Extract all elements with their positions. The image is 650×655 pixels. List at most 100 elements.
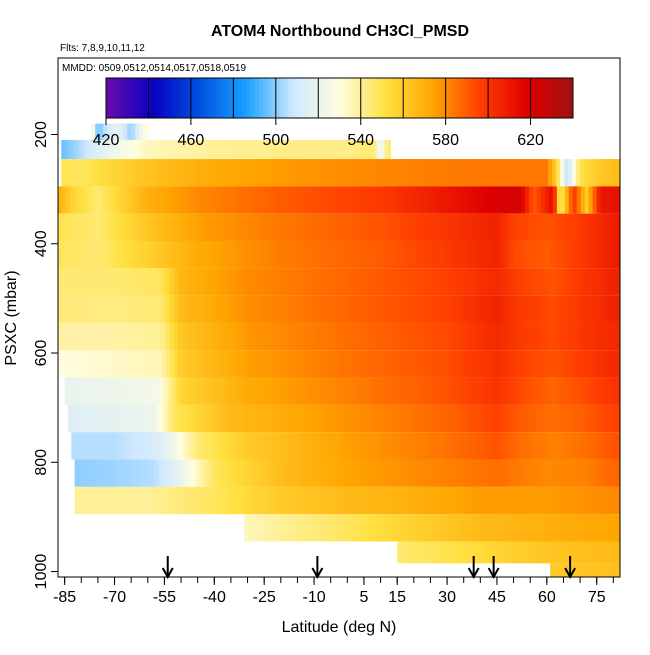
heatmap-cell (340, 159, 346, 187)
heatmap-cell (201, 268, 207, 296)
heatmap-cell (524, 159, 529, 187)
heatmap-cell (128, 377, 133, 405)
heatmap-cell (398, 432, 403, 460)
heatmap-cell (415, 377, 421, 405)
heatmap-cell (228, 139, 234, 160)
heatmap-cell (496, 241, 502, 269)
heatmap-cell (544, 213, 550, 242)
heatmap-cell (407, 377, 413, 405)
heatmap-cell (285, 322, 290, 351)
heatmap-cell (368, 159, 373, 187)
heatmap-cell (300, 139, 306, 160)
heatmap-cell (197, 159, 202, 187)
heatmap-cell (337, 213, 342, 242)
heatmap-cell (197, 186, 203, 214)
heatmap-cell (441, 268, 446, 296)
heatmap-cell (240, 139, 246, 160)
heatmap-cell (363, 514, 369, 542)
heatmap-cell (496, 350, 502, 378)
heatmap-cell (136, 377, 141, 405)
heatmap-cell (560, 541, 566, 564)
heatmap-cell (457, 268, 462, 296)
heatmap-cell (611, 514, 616, 542)
heatmap-cell (414, 432, 419, 460)
heatmap-cell (105, 295, 111, 323)
heatmap-cell (377, 350, 382, 378)
heatmap-cell (488, 295, 494, 323)
heatmap-cell (89, 139, 94, 160)
heatmap-cell (213, 186, 219, 214)
heatmap-cell (577, 486, 582, 515)
heatmap-cell (457, 295, 462, 323)
heatmap-cell (153, 139, 158, 160)
heatmap-cell (61, 350, 67, 378)
heatmap-cell (332, 514, 337, 542)
heatmap-cell (481, 350, 486, 378)
heatmap-cell (204, 377, 209, 405)
heatmap-cell (82, 486, 87, 515)
heatmap-cell (252, 159, 258, 187)
heatmap-cell (568, 241, 574, 269)
heatmap-cell (109, 213, 115, 242)
heatmap-cell (425, 295, 430, 323)
heatmap-cell (585, 486, 590, 515)
heatmap-cell (449, 486, 455, 515)
heatmap-cell (154, 459, 159, 487)
heatmap-cell (512, 350, 518, 378)
heatmap-cell (481, 486, 487, 515)
heatmap-cell (449, 213, 454, 242)
heatmap-cell (492, 159, 497, 187)
heatmap-cell (226, 486, 231, 515)
heatmap-cell (292, 514, 297, 542)
heatmap-cell (353, 186, 358, 214)
heatmap-cell (189, 350, 195, 378)
heatmap-cell (377, 186, 382, 214)
heatmap-cell (73, 139, 78, 160)
heatmap-cell (465, 459, 471, 487)
heatmap-cell (546, 404, 552, 433)
heatmap-cell (481, 268, 486, 296)
heatmap-cell (253, 295, 258, 323)
heatmap-cell (475, 514, 481, 542)
heatmap-cell (161, 295, 167, 323)
heatmap-cell (85, 159, 90, 187)
heatmap-cell (369, 241, 374, 269)
heatmap-cell (397, 541, 402, 564)
heatmap-cell (312, 139, 318, 160)
colorbar-swatch (182, 78, 188, 118)
heatmap-cell (571, 377, 576, 405)
heatmap-cell (202, 486, 207, 515)
heatmap-cell (449, 350, 454, 378)
heatmap-cell (405, 350, 410, 378)
heatmap-cell (431, 377, 437, 405)
heatmap-cell (611, 377, 616, 405)
heatmap-cell (193, 322, 199, 351)
heatmap-cell (571, 514, 576, 542)
heatmap-cell (229, 350, 234, 378)
heatmap-cell (482, 404, 488, 433)
heatmap-cell (329, 241, 334, 269)
heatmap-cell (592, 541, 598, 564)
heatmap-cell (305, 268, 310, 296)
heatmap-cell (397, 350, 402, 378)
heatmap-cell (596, 295, 602, 323)
heatmap-cell (333, 295, 338, 323)
heatmap-cell (439, 377, 445, 405)
heatmap-cell (491, 377, 497, 405)
heatmap-cell (505, 486, 510, 515)
heatmap-cell (280, 377, 285, 405)
colorbar-swatch (258, 78, 264, 118)
heatmap-cell (277, 322, 282, 351)
heatmap-cell (353, 486, 359, 515)
heatmap-cell (285, 268, 290, 296)
heatmap-cell (612, 159, 617, 187)
heatmap-cell (149, 139, 154, 160)
heatmap-cell (249, 350, 254, 378)
heatmap-cell (393, 459, 399, 487)
heatmap-cell (309, 350, 314, 378)
heatmap-cell (281, 213, 286, 242)
heatmap-cell (478, 432, 483, 460)
heatmap-cell (385, 213, 390, 242)
colorbar-swatch (186, 78, 192, 118)
heatmap-cell (161, 241, 167, 269)
